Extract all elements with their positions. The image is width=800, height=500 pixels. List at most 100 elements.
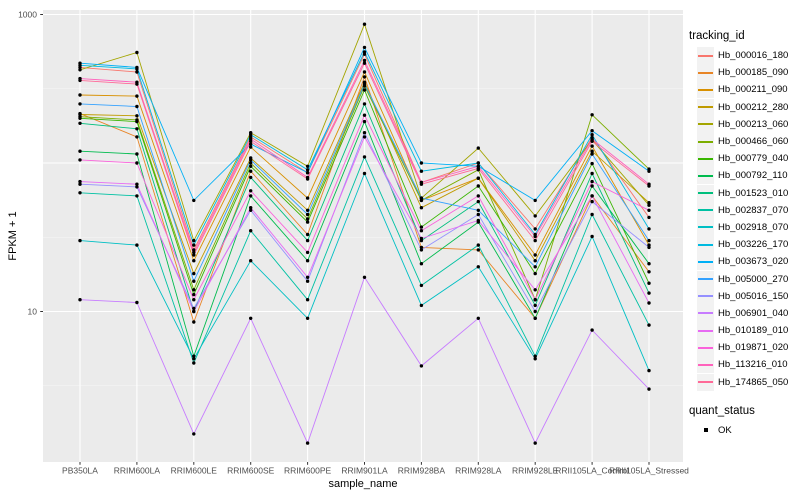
data-point (135, 104, 139, 109)
legend-item-label: Hb_000016_180 (718, 50, 789, 62)
legend-item: Hb_002837_070 (689, 201, 799, 219)
data-point (192, 292, 196, 297)
data-point (533, 234, 537, 239)
legend-key (697, 150, 714, 168)
series-color-swatch-icon (698, 174, 713, 177)
data-point (476, 265, 480, 269)
data-point (362, 155, 367, 159)
data-point (533, 214, 537, 218)
data-point (249, 208, 253, 212)
legend-key (697, 133, 714, 151)
data-point (78, 238, 82, 243)
data-point (192, 354, 196, 358)
data-point (647, 281, 651, 285)
data-point (533, 265, 537, 269)
data-point (135, 127, 139, 131)
data-point (249, 158, 253, 162)
data-point (78, 179, 82, 184)
data-point (135, 50, 139, 55)
data-point (419, 245, 424, 250)
series-color-swatch-icon (698, 243, 713, 246)
data-point (362, 70, 367, 74)
legend-item-label: Hb_010189_010 (718, 325, 789, 337)
x-axis-title: sample_name (328, 478, 398, 490)
data-point (476, 208, 480, 212)
quant-legend-item: OK (689, 422, 799, 439)
legend-key (697, 373, 714, 391)
data-point (305, 177, 310, 181)
data-point (362, 45, 367, 50)
data-point (647, 245, 651, 250)
data-point (249, 206, 253, 210)
legend-item: Hb_010189_010 (689, 322, 799, 340)
data-point (590, 144, 594, 148)
data-point (305, 217, 310, 221)
legend-item-label: Hb_003226_170 (718, 239, 789, 251)
data-point (533, 227, 537, 231)
legend-key (697, 64, 714, 82)
data-point (533, 198, 537, 203)
data-point (647, 203, 651, 207)
legend-key (697, 339, 714, 357)
data-point (647, 301, 651, 305)
data-point (590, 194, 594, 198)
data-point (249, 133, 253, 137)
series-color-swatch-icon (698, 295, 713, 298)
data-point (192, 279, 196, 283)
data-point (647, 208, 651, 212)
data-point (533, 357, 537, 361)
data-point (647, 238, 651, 243)
data-point (590, 328, 594, 332)
data-points (78, 22, 651, 445)
data-point (590, 133, 594, 137)
y-tick-label: 10 (28, 307, 38, 317)
legend-item: Hb_000792_110 (689, 167, 799, 185)
data-point (192, 298, 196, 302)
data-point (419, 161, 424, 165)
data-point (135, 65, 139, 70)
data-point (647, 270, 651, 274)
data-point (192, 238, 196, 243)
legend-item-label: Hb_000213_060 (718, 118, 789, 130)
legend-key (697, 218, 714, 236)
series-color-swatch-icon (698, 346, 713, 349)
data-point (305, 441, 310, 445)
data-point (362, 113, 367, 117)
data-point (192, 198, 196, 203)
legend-item-label: Hb_000185_090 (718, 67, 789, 79)
quant-legend-key (697, 422, 714, 439)
data-point (192, 357, 196, 361)
legend-item: Hb_000016_180 (689, 47, 799, 65)
legend-item: Hb_002918_070 (689, 218, 799, 236)
legend-item: Hb_000213_060 (689, 115, 799, 133)
legend-key (697, 98, 714, 116)
data-point (590, 179, 594, 184)
legend-item-label: Hb_005000_270 (718, 273, 789, 285)
data-point (590, 161, 594, 166)
data-point (78, 78, 82, 83)
data-point (249, 194, 253, 198)
series-color-swatch-icon (698, 106, 713, 109)
x-tick-label: PB350LA (62, 466, 98, 476)
legend-items: Hb_000016_180 Hb_000185_090 Hb_000211_090 H… (689, 47, 799, 391)
data-point (192, 432, 196, 436)
legend-item-label: Hb_113216_010 (718, 359, 788, 371)
legend-key (697, 253, 714, 271)
data-point (419, 303, 424, 308)
data-point (590, 113, 594, 117)
data-point (249, 175, 253, 180)
series-color-swatch-icon (698, 192, 713, 195)
data-point (590, 212, 594, 217)
legend-item: Hb_000211_090 (689, 81, 799, 99)
series-color-swatch-icon (698, 54, 713, 57)
data-point (135, 135, 139, 139)
data-point (590, 184, 594, 188)
data-point (305, 168, 310, 172)
data-point (192, 271, 196, 276)
legend-item-label: Hb_000212_280 (718, 101, 789, 113)
legend-item-label: Hb_006901_040 (718, 307, 789, 319)
data-point (305, 220, 310, 224)
data-point (419, 248, 424, 252)
legend-key (697, 167, 714, 185)
